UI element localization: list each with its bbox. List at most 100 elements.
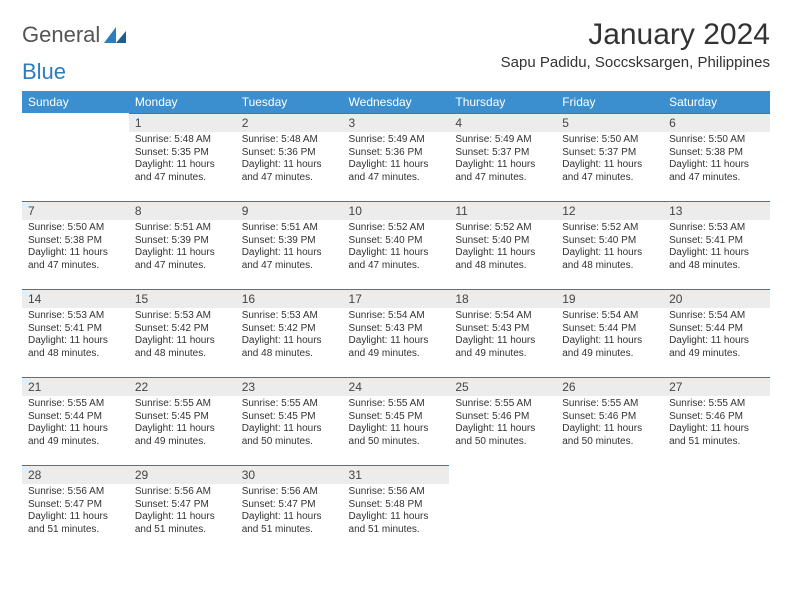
day-number: 27 <box>663 377 770 396</box>
logo: General <box>22 18 128 48</box>
calendar-day-cell: 30Sunrise: 5:56 AMSunset: 5:47 PMDayligh… <box>236 465 343 553</box>
calendar-day-cell: 28Sunrise: 5:56 AMSunset: 5:47 PMDayligh… <box>22 465 129 553</box>
day-body: Sunrise: 5:54 AMSunset: 5:44 PMDaylight:… <box>556 308 663 364</box>
day-number: 15 <box>129 289 236 308</box>
calendar-day-cell: 31Sunrise: 5:56 AMSunset: 5:48 PMDayligh… <box>343 465 450 553</box>
calendar-day-cell: 17Sunrise: 5:54 AMSunset: 5:43 PMDayligh… <box>343 289 450 377</box>
day-body: Sunrise: 5:53 AMSunset: 5:42 PMDaylight:… <box>129 308 236 364</box>
location-text: Sapu Padidu, Soccsksargen, Philippines <box>501 54 770 71</box>
day-number: 5 <box>556 113 663 132</box>
day-number: 1 <box>129 113 236 132</box>
calendar-body: 1Sunrise: 5:48 AMSunset: 5:35 PMDaylight… <box>22 113 770 553</box>
month-title: January 2024 <box>501 18 770 52</box>
day-body: Sunrise: 5:53 AMSunset: 5:41 PMDaylight:… <box>663 220 770 276</box>
logo-text-blue: Blue <box>22 59 66 85</box>
calendar-day-cell: 5Sunrise: 5:50 AMSunset: 5:37 PMDaylight… <box>556 113 663 201</box>
calendar-day-cell: 12Sunrise: 5:52 AMSunset: 5:40 PMDayligh… <box>556 201 663 289</box>
title-block: January 2024 Sapu Padidu, Soccsksargen, … <box>501 18 770 71</box>
calendar-week-row: 7Sunrise: 5:50 AMSunset: 5:38 PMDaylight… <box>22 201 770 289</box>
calendar-week-row: 21Sunrise: 5:55 AMSunset: 5:44 PMDayligh… <box>22 377 770 465</box>
day-body: Sunrise: 5:56 AMSunset: 5:47 PMDaylight:… <box>129 484 236 540</box>
day-number: 10 <box>343 201 450 220</box>
day-number: 28 <box>22 465 129 484</box>
day-body: Sunrise: 5:49 AMSunset: 5:37 PMDaylight:… <box>449 132 556 188</box>
day-body: Sunrise: 5:56 AMSunset: 5:47 PMDaylight:… <box>236 484 343 540</box>
day-number: 13 <box>663 201 770 220</box>
calendar-day-cell: 11Sunrise: 5:52 AMSunset: 5:40 PMDayligh… <box>449 201 556 289</box>
day-body: Sunrise: 5:54 AMSunset: 5:43 PMDaylight:… <box>343 308 450 364</box>
calendar-day-cell: 9Sunrise: 5:51 AMSunset: 5:39 PMDaylight… <box>236 201 343 289</box>
logo-mark-icon <box>104 27 126 43</box>
day-body: Sunrise: 5:53 AMSunset: 5:42 PMDaylight:… <box>236 308 343 364</box>
day-number: 4 <box>449 113 556 132</box>
day-body: Sunrise: 5:52 AMSunset: 5:40 PMDaylight:… <box>343 220 450 276</box>
day-number: 25 <box>449 377 556 396</box>
calendar-day-cell: 16Sunrise: 5:53 AMSunset: 5:42 PMDayligh… <box>236 289 343 377</box>
day-number: 7 <box>22 201 129 220</box>
calendar-day-cell: 6Sunrise: 5:50 AMSunset: 5:38 PMDaylight… <box>663 113 770 201</box>
calendar-day-cell: 10Sunrise: 5:52 AMSunset: 5:40 PMDayligh… <box>343 201 450 289</box>
calendar-week-row: 14Sunrise: 5:53 AMSunset: 5:41 PMDayligh… <box>22 289 770 377</box>
day-number: 30 <box>236 465 343 484</box>
calendar-day-cell: 26Sunrise: 5:55 AMSunset: 5:46 PMDayligh… <box>556 377 663 465</box>
calendar-day-cell: 1Sunrise: 5:48 AMSunset: 5:35 PMDaylight… <box>129 113 236 201</box>
weekday-header: Saturday <box>663 91 770 113</box>
day-number: 22 <box>129 377 236 396</box>
day-body: Sunrise: 5:50 AMSunset: 5:38 PMDaylight:… <box>663 132 770 188</box>
day-body: Sunrise: 5:56 AMSunset: 5:48 PMDaylight:… <box>343 484 450 540</box>
day-body: Sunrise: 5:50 AMSunset: 5:37 PMDaylight:… <box>556 132 663 188</box>
day-number: 16 <box>236 289 343 308</box>
calendar-week-row: 28Sunrise: 5:56 AMSunset: 5:47 PMDayligh… <box>22 465 770 553</box>
day-body: Sunrise: 5:53 AMSunset: 5:41 PMDaylight:… <box>22 308 129 364</box>
calendar-day-cell: 14Sunrise: 5:53 AMSunset: 5:41 PMDayligh… <box>22 289 129 377</box>
day-number: 9 <box>236 201 343 220</box>
day-body: Sunrise: 5:48 AMSunset: 5:35 PMDaylight:… <box>129 132 236 188</box>
day-number: 6 <box>663 113 770 132</box>
day-body: Sunrise: 5:55 AMSunset: 5:45 PMDaylight:… <box>236 396 343 452</box>
calendar-day-cell: 13Sunrise: 5:53 AMSunset: 5:41 PMDayligh… <box>663 201 770 289</box>
day-number: 29 <box>129 465 236 484</box>
calendar-day-cell: 25Sunrise: 5:55 AMSunset: 5:46 PMDayligh… <box>449 377 556 465</box>
day-body: Sunrise: 5:51 AMSunset: 5:39 PMDaylight:… <box>129 220 236 276</box>
calendar-day-cell: 18Sunrise: 5:54 AMSunset: 5:43 PMDayligh… <box>449 289 556 377</box>
day-body: Sunrise: 5:54 AMSunset: 5:43 PMDaylight:… <box>449 308 556 364</box>
day-number: 20 <box>663 289 770 308</box>
day-body: Sunrise: 5:55 AMSunset: 5:46 PMDaylight:… <box>663 396 770 452</box>
weekday-header: Tuesday <box>236 91 343 113</box>
calendar-day-cell <box>22 113 129 201</box>
calendar-day-cell: 3Sunrise: 5:49 AMSunset: 5:36 PMDaylight… <box>343 113 450 201</box>
calendar-day-cell: 15Sunrise: 5:53 AMSunset: 5:42 PMDayligh… <box>129 289 236 377</box>
calendar-day-cell: 7Sunrise: 5:50 AMSunset: 5:38 PMDaylight… <box>22 201 129 289</box>
calendar-week-row: 1Sunrise: 5:48 AMSunset: 5:35 PMDaylight… <box>22 113 770 201</box>
calendar-day-cell <box>449 465 556 553</box>
logo-text-general: General <box>22 22 100 48</box>
day-number: 24 <box>343 377 450 396</box>
weekday-header: Wednesday <box>343 91 450 113</box>
calendar-day-cell: 4Sunrise: 5:49 AMSunset: 5:37 PMDaylight… <box>449 113 556 201</box>
day-number: 3 <box>343 113 450 132</box>
calendar-day-cell: 27Sunrise: 5:55 AMSunset: 5:46 PMDayligh… <box>663 377 770 465</box>
weekday-header: Friday <box>556 91 663 113</box>
day-body: Sunrise: 5:55 AMSunset: 5:44 PMDaylight:… <box>22 396 129 452</box>
day-body: Sunrise: 5:52 AMSunset: 5:40 PMDaylight:… <box>556 220 663 276</box>
calendar-day-cell: 29Sunrise: 5:56 AMSunset: 5:47 PMDayligh… <box>129 465 236 553</box>
day-body: Sunrise: 5:56 AMSunset: 5:47 PMDaylight:… <box>22 484 129 540</box>
day-body: Sunrise: 5:51 AMSunset: 5:39 PMDaylight:… <box>236 220 343 276</box>
calendar-day-cell <box>663 465 770 553</box>
calendar-table: SundayMondayTuesdayWednesdayThursdayFrid… <box>22 91 770 553</box>
calendar-day-cell: 23Sunrise: 5:55 AMSunset: 5:45 PMDayligh… <box>236 377 343 465</box>
day-body: Sunrise: 5:55 AMSunset: 5:46 PMDaylight:… <box>556 396 663 452</box>
day-number: 14 <box>22 289 129 308</box>
day-number: 18 <box>449 289 556 308</box>
weekday-header: Monday <box>129 91 236 113</box>
day-body: Sunrise: 5:52 AMSunset: 5:40 PMDaylight:… <box>449 220 556 276</box>
calendar-day-cell: 22Sunrise: 5:55 AMSunset: 5:45 PMDayligh… <box>129 377 236 465</box>
calendar-day-cell: 24Sunrise: 5:55 AMSunset: 5:45 PMDayligh… <box>343 377 450 465</box>
day-number: 26 <box>556 377 663 396</box>
calendar-day-cell <box>556 465 663 553</box>
calendar-day-cell: 20Sunrise: 5:54 AMSunset: 5:44 PMDayligh… <box>663 289 770 377</box>
day-number: 31 <box>343 465 450 484</box>
calendar-header-row: SundayMondayTuesdayWednesdayThursdayFrid… <box>22 91 770 113</box>
day-number: 2 <box>236 113 343 132</box>
calendar-day-cell: 21Sunrise: 5:55 AMSunset: 5:44 PMDayligh… <box>22 377 129 465</box>
